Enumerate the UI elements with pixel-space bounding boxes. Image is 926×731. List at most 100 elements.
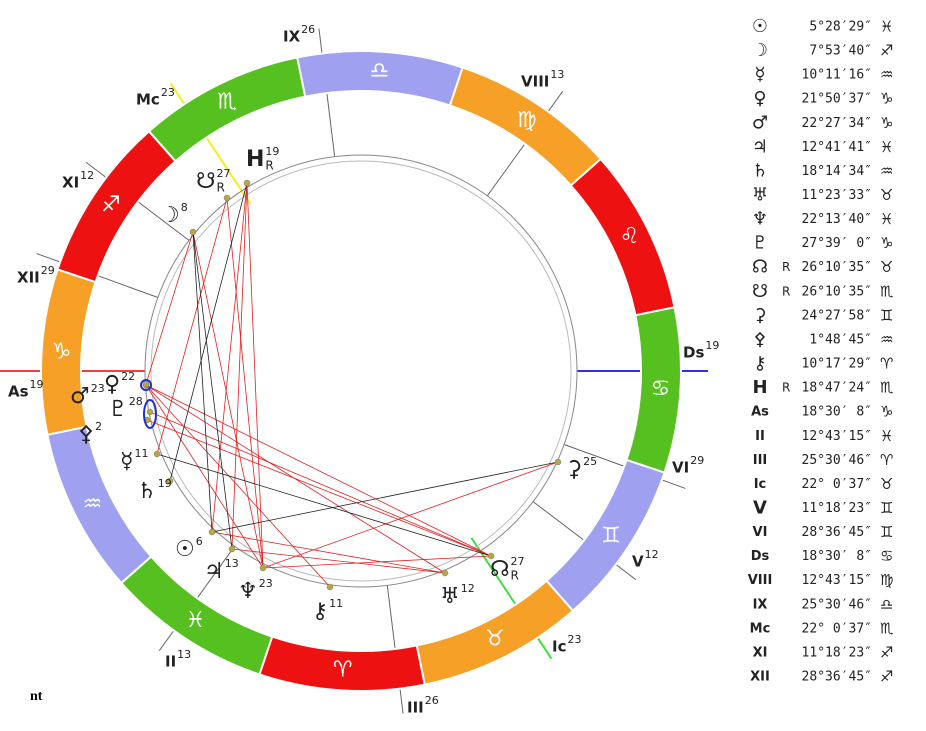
row-position: 12°43′15″ bbox=[802, 573, 872, 588]
house-degree: 23 bbox=[567, 633, 581, 646]
planet-degree: 11 bbox=[135, 447, 149, 460]
row-glyph: III bbox=[753, 453, 768, 468]
aspect-line bbox=[231, 182, 248, 550]
planet-glyph: ⚷ bbox=[312, 599, 328, 624]
house-label: Ds bbox=[683, 344, 704, 362]
sign-glyph: ♑ bbox=[52, 340, 72, 365]
planet-retro: R bbox=[511, 569, 519, 583]
row-position: 12°41′41″ bbox=[802, 140, 872, 155]
row-sign: ♉ bbox=[880, 186, 893, 204]
planet-degree: 11 bbox=[329, 597, 343, 610]
planet-dot bbox=[208, 528, 216, 536]
planet-glyph: ♇ bbox=[108, 397, 128, 422]
house-label: II bbox=[165, 653, 176, 671]
row-glyph: II bbox=[755, 429, 765, 444]
sign-glyph: ♏ bbox=[217, 90, 237, 115]
row-glyph: Mc bbox=[750, 621, 771, 636]
row-position: 18°30′ 8″ bbox=[802, 405, 872, 420]
row-sign: ♑ bbox=[880, 403, 893, 421]
sign-segment bbox=[119, 555, 274, 676]
row-glyph: VI bbox=[753, 525, 768, 540]
planet-dot bbox=[142, 380, 150, 388]
row-sign: ♋ bbox=[880, 547, 893, 565]
row-position: 25°30′46″ bbox=[802, 597, 872, 612]
planet-dot bbox=[259, 564, 267, 572]
house-label: V bbox=[632, 553, 644, 571]
row-glyph: ☊ bbox=[752, 257, 768, 278]
row-position: 11°23′33″ bbox=[802, 188, 872, 203]
sign-glyph: ♋ bbox=[651, 376, 671, 401]
row-position: 18°47′24″ bbox=[802, 381, 872, 396]
planet-dot bbox=[326, 583, 334, 591]
row-glyph: ☿ bbox=[754, 64, 765, 85]
sign-glyph: ♓ bbox=[186, 608, 206, 633]
planet-glyph: ♄ bbox=[137, 479, 157, 504]
planet-glyph: ☉ bbox=[175, 537, 195, 562]
aspect-line bbox=[246, 182, 264, 569]
planet-glyph: ☊ bbox=[490, 557, 510, 582]
row-sign: ♉ bbox=[880, 258, 893, 276]
row-sign: ♉ bbox=[880, 475, 893, 493]
aspect-line bbox=[145, 384, 331, 588]
sign-glyph: ♉ bbox=[485, 626, 505, 651]
row-glyph: IX bbox=[753, 597, 768, 612]
row-position: 11°18′23″ bbox=[802, 645, 872, 660]
planet-glyph: ♀ bbox=[104, 372, 120, 397]
row-sign: ♏ bbox=[880, 379, 894, 397]
row-glyph: ♃ bbox=[752, 136, 768, 157]
footer: nt bbox=[30, 689, 43, 704]
planet-glyph: ☿ bbox=[120, 449, 134, 474]
planet-degree: 19 bbox=[265, 145, 279, 158]
planet-degree: 22 bbox=[121, 370, 135, 383]
planet-degree: 19 bbox=[158, 477, 172, 490]
planet-dot bbox=[166, 477, 174, 485]
planet-glyph: ♃ bbox=[204, 559, 224, 584]
planet-dot bbox=[189, 228, 197, 236]
sign-glyph: ♍ bbox=[517, 108, 537, 133]
house-label: Mc bbox=[136, 91, 160, 109]
row-position: 28°36′45″ bbox=[802, 670, 872, 685]
row-glyph: XI bbox=[753, 645, 768, 660]
row-sign: ♓ bbox=[880, 138, 893, 156]
house-label: XI bbox=[62, 174, 79, 192]
row-position: 1°48′45″ bbox=[809, 332, 872, 347]
row-sign: ♒ bbox=[880, 330, 893, 348]
row-glyph: XII bbox=[750, 670, 770, 685]
row-sign: ♏ bbox=[880, 282, 894, 300]
house-label: VIII bbox=[521, 73, 549, 91]
row-sign: ♊ bbox=[880, 306, 893, 324]
aspect-line bbox=[262, 461, 559, 569]
row-glyph: V bbox=[753, 497, 767, 518]
row-sign: ♐ bbox=[880, 42, 893, 60]
house-label: VI bbox=[672, 459, 689, 477]
planet-degree: 8 bbox=[181, 201, 188, 214]
row-position: 21°50′37″ bbox=[802, 92, 872, 107]
house-degree: 12 bbox=[80, 169, 94, 182]
row-glyph: H bbox=[752, 377, 767, 398]
planet-degree: 23 bbox=[91, 382, 105, 395]
row-position: 18°30′ 8″ bbox=[802, 549, 872, 564]
house-degree: 12 bbox=[645, 548, 659, 561]
aspect-line bbox=[231, 548, 446, 574]
row-position: 18°14′34″ bbox=[802, 164, 872, 179]
row-glyph: ♆ bbox=[752, 209, 768, 230]
planet-dot bbox=[153, 450, 161, 458]
row-position: 11°18′23″ bbox=[802, 501, 872, 516]
row-position: 10°11′16″ bbox=[802, 68, 872, 83]
planet-glyph: ☽ bbox=[160, 203, 180, 228]
row-sign: ♎ bbox=[880, 595, 893, 613]
aspect-line bbox=[146, 419, 492, 557]
house-degree: 13 bbox=[177, 648, 191, 661]
row-position: 22°27′34″ bbox=[802, 116, 872, 131]
planet-degree: 27 bbox=[511, 555, 525, 568]
planet-dot bbox=[223, 194, 231, 202]
planet-dot bbox=[487, 552, 495, 560]
aspect-line bbox=[145, 384, 492, 557]
aspect-line bbox=[211, 461, 559, 533]
row-position: 25°30′46″ bbox=[802, 453, 872, 468]
aspect-line bbox=[169, 182, 248, 482]
row-sign: ♑ bbox=[880, 90, 893, 108]
planet-dot bbox=[554, 458, 562, 466]
row-position: 5°28′29″ bbox=[809, 20, 872, 35]
